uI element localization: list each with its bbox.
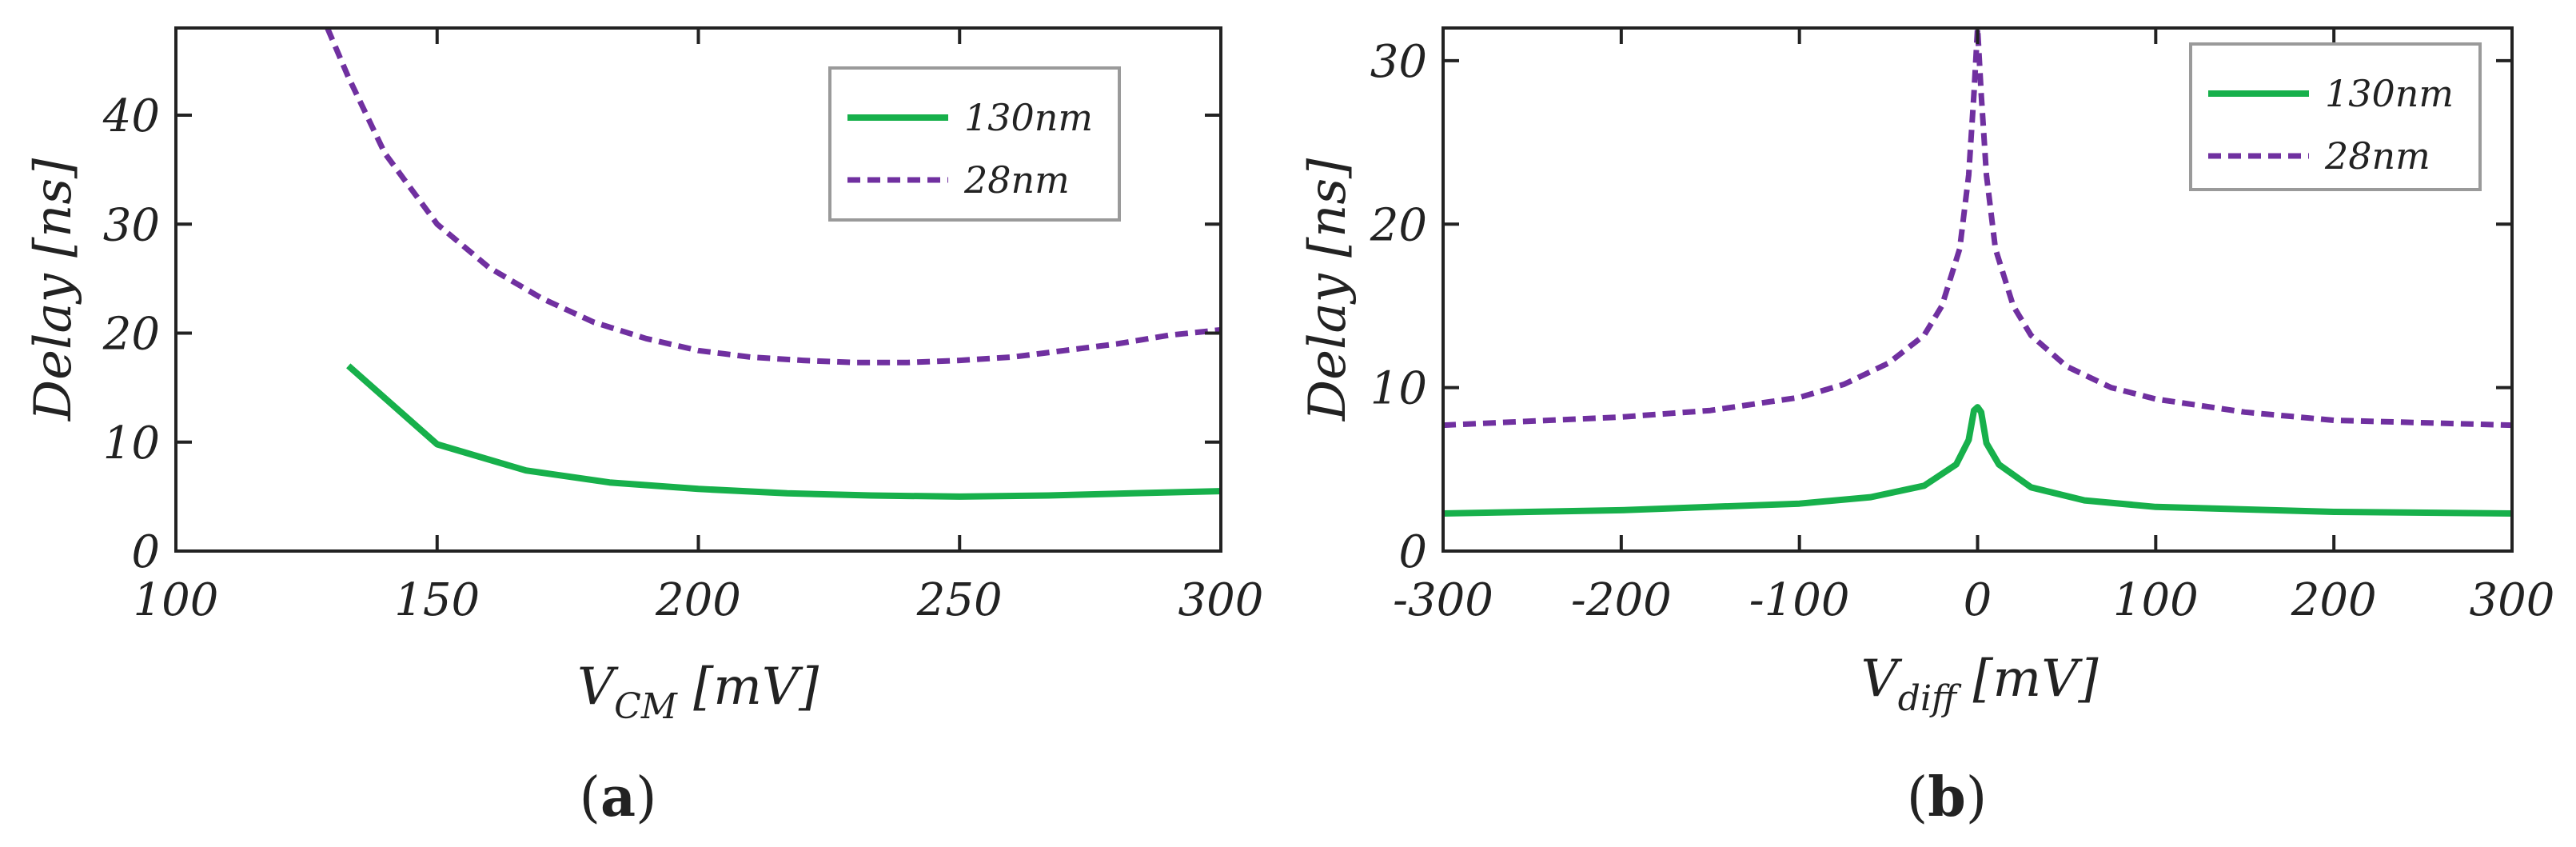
panel-b-caption: (b) [1907,765,1988,829]
panel-b-xtick-label: 100 [2113,574,2199,626]
panel-b-legend-label-28nm: 28nm [2324,134,2430,178]
panel-a-xtick-label: 200 [655,574,741,626]
panel-a-ticks: 100 150 200 250 300 0 10 20 30 40 [102,28,1264,626]
panel-a-legend: 130nm 28nm [828,66,1121,222]
panel-a-y-axis-label: Delay [ns] [24,158,83,422]
panel-a-xtick-label: 150 [394,574,480,626]
panel-a-legend-box [828,66,1121,222]
panel-a-xtick-label: 250 [916,574,1003,626]
panel-a-caption-close: ) [636,766,657,829]
panel-a-series-130nm [346,363,1221,500]
panel-a-x-axis-label-unit: [mV] [677,657,819,717]
panel-a-chart: 100 150 200 250 300 0 10 20 30 40 130nm 28nm Delay… [24,26,1264,829]
panel-a-x-axis-label-main: V [577,657,619,717]
panel-a-ytick-label: 40 [102,90,160,142]
panel-b-xtick-label: 0 [1964,574,1992,626]
panel-a-xtick-label: 300 [1178,574,1264,626]
panel-a-x-axis-label-sub: CM [614,686,678,727]
panel-b-caption-open: ( [1907,766,1928,829]
panel-b-xtick-label: -300 [1393,574,1493,626]
panel-b-ytick-label: 20 [1370,199,1427,251]
panel-a-legend-label-130nm: 130nm [964,96,1093,139]
panel-a-caption-open: ( [579,766,600,829]
panel-b-x-axis-label: Vdiff [mV] [1861,649,2099,719]
panel-b-caption-close: ) [1966,766,1988,829]
panel-a-ytick-label: 0 [131,526,160,578]
panel-b-ticks: -300 -200 -100 0 100 200 300 0 10 20 30 [1370,28,2555,626]
panel-a-series-28nm [325,28,1221,366]
panel-a-xtick-label: 100 [134,574,219,626]
panel-b-x-axis-label-main: V [1861,649,1903,709]
panel-b-series-layer [1443,28,2512,517]
panel-a-series-layer [325,28,1221,500]
panel-a-caption-label: a [600,765,636,829]
panel-b-xtick-label: 300 [2470,574,2555,626]
panel-a-ytick-label: 30 [103,199,160,251]
panel-a-legend-label-28nm: 28nm [963,158,1070,202]
panel-b-series-28nm [1443,28,2512,429]
panel-a-ytick-label: 20 [102,309,160,361]
panel-a-x-axis-label: VCM [mV] [577,657,819,727]
panel-a-caption: (a) [579,765,656,829]
panel-b-series-130nm [1443,404,2512,517]
panel-b-legend-box [2189,42,2482,191]
panel-b-x-axis-label-unit: [mV] [1956,649,2099,709]
panel-b-xtick-label: -200 [1571,574,1672,626]
panel-b-xtick-label: 200 [2291,574,2377,626]
panel-b-legend-label-130nm: 130nm [2325,72,2454,115]
panel-b-ytick-label: 30 [1370,36,1427,88]
panel-b-x-axis-label-sub: diff [1898,678,1962,719]
panel-b-caption-label: b [1928,765,1966,829]
panel-b-ytick-label: 10 [1370,363,1427,415]
panel-b-xtick-label: -100 [1749,574,1850,626]
panel-b-y-axis-label: Delay [ns] [1298,158,1358,422]
panel-a-ytick-label: 10 [103,418,160,469]
panel-b-legend: 130nm 28nm [2189,42,2482,191]
panel-b-ytick-label: 0 [1398,526,1427,578]
